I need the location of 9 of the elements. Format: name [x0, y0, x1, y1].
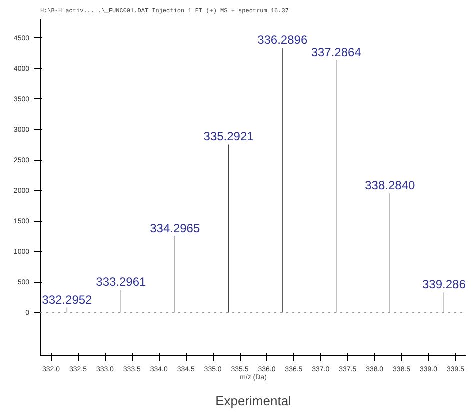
annotation: 338.2840 [365, 178, 416, 193]
text: Experimental [216, 394, 292, 408]
annotation: 335.2921 [204, 130, 254, 144]
annotation: 334.2965 [150, 221, 200, 236]
annotation: 332.2952 [42, 292, 93, 307]
annotation: 333.2961 [96, 275, 147, 290]
annotation: 336.2896 [258, 33, 308, 48]
annotation: 339.286 [422, 278, 466, 292]
annotation: 337.2864 [311, 45, 362, 60]
